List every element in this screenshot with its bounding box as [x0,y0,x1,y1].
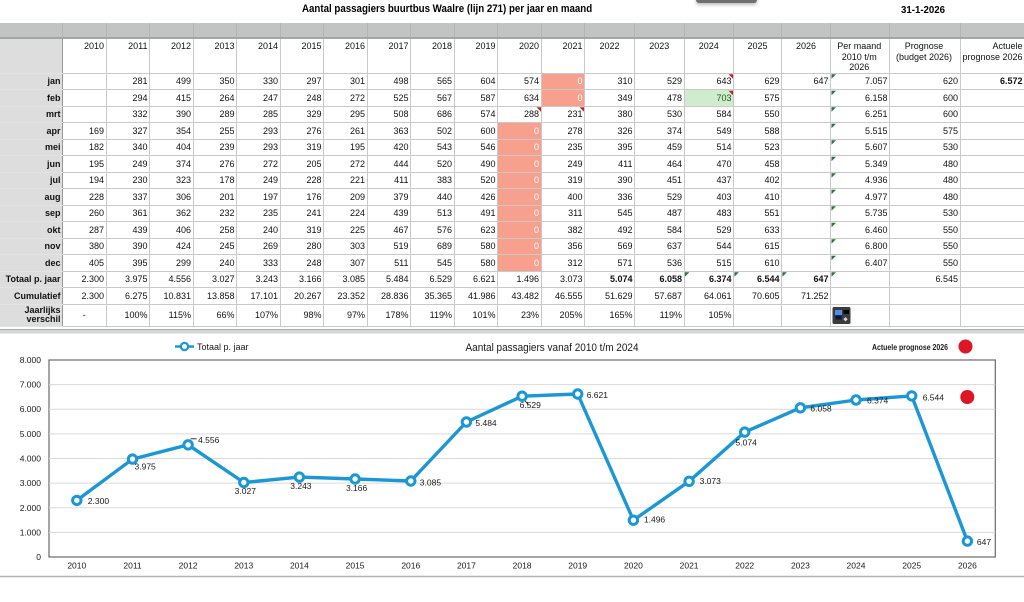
svg-text:3.975: 3.975 [135,462,157,472]
svg-text:7.000: 7.000 [20,380,42,390]
svg-text:2015: 2015 [346,561,365,571]
svg-text:2023: 2023 [791,561,810,571]
svg-text:3.085: 3.085 [420,478,442,488]
svg-text:3.243: 3.243 [290,481,312,491]
svg-text:Aantal passagiers vanaf 2010 t: Aantal passagiers vanaf 2010 t/m 2024 [466,342,639,354]
svg-text:2025: 2025 [902,561,921,571]
svg-text:5.074: 5.074 [736,438,758,448]
svg-text:2024: 2024 [847,561,866,571]
svg-text:3.073: 3.073 [700,476,722,486]
svg-text:2022: 2022 [735,561,754,571]
svg-text:2012: 2012 [179,561,198,571]
svg-text:6.058: 6.058 [810,403,832,413]
svg-text:2011: 2011 [123,561,142,571]
svg-text:5.000: 5.000 [20,429,42,439]
svg-text:2018: 2018 [513,561,532,571]
svg-text:2010: 2010 [67,561,86,571]
svg-text:2026: 2026 [958,561,977,571]
svg-text:4.556: 4.556 [198,435,220,445]
svg-text:647: 647 [977,537,991,547]
svg-text:8.000: 8.000 [20,355,42,365]
svg-text:2013: 2013 [234,561,253,571]
svg-text:2.300: 2.300 [88,496,110,506]
svg-text:2.000: 2.000 [20,503,42,513]
svg-text:2021: 2021 [680,561,699,571]
svg-text:6.374: 6.374 [867,396,889,406]
svg-text:2019: 2019 [568,561,587,571]
svg-text:4.000: 4.000 [20,454,42,464]
svg-text:Actuele prognose 2026: Actuele prognose 2026 [872,342,948,352]
svg-text:3.166: 3.166 [346,483,368,493]
svg-text:2016: 2016 [401,561,420,571]
svg-text:1.496: 1.496 [644,515,666,525]
svg-text:2014: 2014 [290,561,309,571]
svg-text:3.027: 3.027 [235,486,257,496]
svg-text:6.529: 6.529 [520,400,542,410]
svg-text:0: 0 [36,552,41,562]
svg-text:3.000: 3.000 [20,478,42,488]
svg-text:Totaal p. jaar: Totaal p. jaar [197,342,249,352]
svg-text:1.000: 1.000 [20,527,42,537]
svg-text:6.621: 6.621 [587,390,609,400]
svg-text:6.544: 6.544 [923,392,945,402]
svg-text:6.000: 6.000 [20,404,42,414]
svg-text:5.484: 5.484 [475,418,497,428]
svg-text:2017: 2017 [457,561,476,571]
svg-text:2020: 2020 [624,561,643,571]
